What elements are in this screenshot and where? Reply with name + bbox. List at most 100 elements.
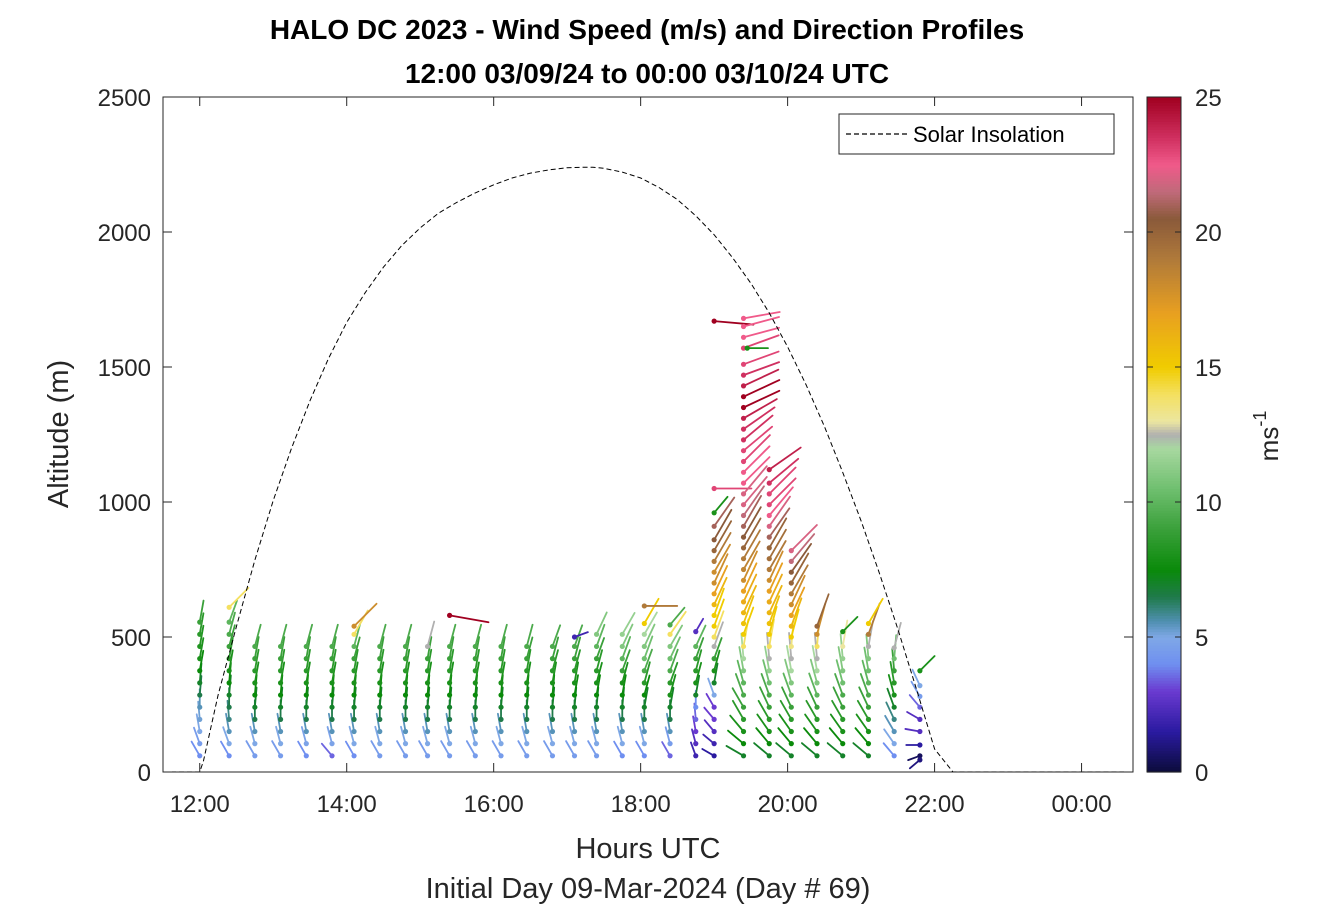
wind-barb-dot — [252, 656, 258, 662]
wind-barb — [855, 713, 872, 735]
wind-barb-dot — [377, 656, 383, 662]
wind-barb-shaft — [469, 725, 477, 745]
wind-barb-shaft — [707, 677, 716, 696]
wind-barb — [788, 533, 816, 565]
wind-barb-dot — [766, 716, 772, 722]
colorbar-cell — [1147, 537, 1181, 541]
wind-barb — [727, 729, 747, 747]
wind-barb — [803, 727, 820, 747]
wind-barb-shaft — [551, 661, 557, 684]
wind-barb-shaft — [841, 615, 859, 633]
wind-barb — [351, 623, 361, 650]
x-tick-label: 00:00 — [1052, 791, 1112, 818]
wind-barb — [667, 624, 683, 650]
wind-barb-shaft — [784, 658, 793, 684]
wind-barb — [469, 725, 478, 747]
colorbar-cell — [1147, 410, 1181, 414]
colorbar-cell — [1147, 399, 1181, 403]
wind-barb-shaft — [809, 658, 818, 684]
wind-barb-shaft — [768, 477, 797, 506]
colorbar-cell — [1147, 345, 1181, 349]
colorbar-cell — [1147, 429, 1181, 433]
wind-barb-shaft — [565, 740, 576, 757]
wind-barb — [711, 565, 729, 597]
wind-barb-dot — [402, 753, 409, 759]
wind-barb — [571, 661, 580, 686]
wind-barb-shaft — [448, 661, 455, 684]
wind-barb-dot — [711, 602, 717, 608]
colorbar-cell — [1147, 553, 1181, 557]
wind-barb — [740, 540, 761, 573]
wind-barb-shaft — [742, 425, 774, 452]
wind-barb — [740, 379, 781, 400]
wind-barb-dot — [711, 612, 717, 619]
wind-barb-dot — [766, 566, 772, 573]
colorbar-cell — [1147, 577, 1181, 581]
wind-barb-dot — [766, 577, 772, 583]
wind-barb-dot — [524, 704, 530, 710]
wind-barb-shaft — [669, 674, 677, 696]
wind-barb-shaft — [570, 712, 576, 733]
wind-barb-dot — [865, 753, 872, 759]
wind-barb-dot — [865, 656, 872, 662]
wind-barb-shaft — [669, 648, 679, 672]
wind-barb-dot — [571, 634, 578, 640]
colorbar-cell — [1147, 380, 1181, 384]
wind-barb-shaft — [193, 726, 201, 745]
wind-barb-dot — [766, 643, 772, 650]
wind-barb-dot — [641, 704, 647, 710]
wind-barb-dot — [277, 656, 284, 662]
wind-barb-dot — [840, 668, 846, 674]
wind-barb-dot — [226, 728, 232, 735]
colorbar-cell — [1147, 215, 1181, 220]
wind-barb-shaft — [228, 599, 238, 624]
wind-barb — [667, 636, 681, 662]
wind-barb — [711, 576, 728, 608]
wind-barb-shaft — [713, 598, 725, 628]
wind-barb-dot — [571, 704, 578, 710]
wind-barb-dot — [917, 742, 923, 748]
wind-barb-dot — [814, 741, 820, 747]
wind-barb-dot — [740, 545, 747, 551]
wind-barb-shaft — [669, 686, 675, 709]
wind-barb-shaft — [790, 542, 813, 574]
wind-barb — [891, 622, 902, 651]
wind-barb — [740, 368, 780, 389]
wind-barb-dot — [740, 437, 747, 443]
wind-barb-dot — [329, 741, 335, 747]
wind-barb — [840, 615, 859, 635]
wind-barb-dot — [814, 680, 820, 686]
wind-barb-dot — [840, 753, 846, 759]
colorbar-cell — [1147, 118, 1181, 122]
wind-barb-dot — [693, 716, 699, 722]
colorbar-cell — [1147, 445, 1181, 449]
wind-barb — [693, 617, 705, 635]
wind-barb-dot — [740, 502, 747, 508]
colorbar-cell — [1147, 159, 1181, 163]
colorbar-tick-label: 20 — [1195, 220, 1222, 247]
wind-barb-dot — [740, 656, 747, 662]
colorbar-cell — [1147, 431, 1181, 436]
wind-barb-shaft — [616, 725, 624, 745]
wind-barb-dot — [472, 741, 478, 747]
colorbar-cell — [1147, 326, 1181, 330]
wind-barb-shaft — [353, 636, 361, 660]
wind-barb-dot — [814, 692, 820, 698]
wind-barb-shaft — [768, 507, 791, 538]
wind-barb-dot — [788, 753, 794, 759]
wind-barb-dot — [197, 656, 203, 662]
colorbar-cell — [1147, 475, 1181, 479]
colorbar-cell — [1147, 253, 1181, 257]
colorbar-cell — [1147, 483, 1181, 487]
wind-barb — [734, 673, 747, 698]
colorbar-cell — [1147, 731, 1181, 735]
wind-barb-dot — [711, 591, 717, 597]
wind-barb-shaft — [854, 727, 870, 745]
wind-barb-dot — [740, 372, 747, 378]
colorbar-cell — [1147, 256, 1181, 260]
wind-barb-dot — [711, 537, 717, 543]
wind-barb-shaft — [595, 623, 606, 648]
wind-barb-shaft — [831, 699, 844, 721]
wind-barb-dot — [446, 716, 453, 722]
wind-barb — [740, 529, 761, 562]
